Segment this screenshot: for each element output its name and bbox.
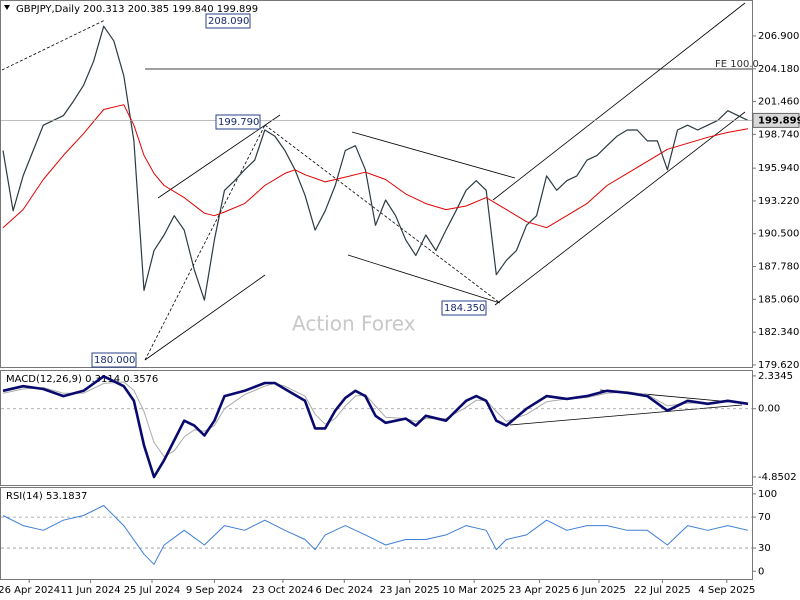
trendline — [351, 131, 516, 179]
series-line — [2, 505, 749, 565]
watermark: Action Forex — [292, 312, 416, 336]
annotation-box — [205, 13, 251, 29]
macd-title: MACD(12,26,9) 0.3114 0.3576 — [6, 374, 158, 385]
annotation: 184.350 — [444, 303, 485, 314]
rsi-title: RSI(14) 53.1837 — [6, 491, 87, 502]
macd-panel — [0, 370, 753, 486]
y-tick-label: 100 — [758, 489, 777, 500]
x-tick-label: 11 Jun 2024 — [61, 585, 121, 596]
series-line — [2, 375, 749, 479]
x-tick-label: 10 Mar 2025 — [442, 585, 505, 596]
annotation-box — [91, 352, 137, 368]
y-tick-label: 30 — [758, 543, 771, 554]
x-tick-label: 23 Apr 2025 — [509, 585, 571, 596]
annotation: 180.000 — [94, 355, 135, 366]
annotation-box — [215, 114, 261, 130]
y-tick-label: 0 — [758, 566, 764, 577]
x-tick-label: 23 Jan 2025 — [380, 585, 440, 596]
trendline — [347, 254, 501, 304]
x-tick-label: 25 Jul 2024 — [124, 585, 181, 596]
x-tick-label: 23 Oct 2024 — [252, 585, 314, 596]
x-tick-label: 4 Sep 2025 — [698, 585, 755, 596]
y-tick-label: 70 — [758, 512, 771, 523]
y-tick-label: 195.940 — [758, 163, 799, 174]
chart-title: GBPJPY,Daily 200.313 200.385 199.840 199… — [16, 4, 258, 15]
y-tick-label: 182.340 — [758, 327, 799, 338]
y-tick-label: 201.460 — [758, 97, 799, 108]
y-tick-label: 0.00 — [758, 404, 780, 415]
x-tick-label: 22 Jul 2025 — [634, 585, 691, 596]
trendline — [494, 111, 746, 306]
x-tick-label: 6 Dec 2024 — [316, 585, 374, 596]
annotation: 208.090 — [208, 16, 249, 27]
trendline — [264, 124, 501, 304]
last-price-box — [752, 112, 800, 128]
annotation: FE 100.0 — [715, 59, 759, 70]
y-tick-label: 204.180 — [758, 64, 799, 75]
y-tick-label: 187.780 — [758, 262, 799, 273]
price-panel — [0, 0, 753, 368]
rsi-panel — [0, 487, 753, 580]
x-tick-label: 26 Apr 2024 — [0, 585, 60, 596]
y-tick-label: 185.060 — [758, 294, 799, 305]
y-tick-label: 198.740 — [758, 129, 799, 140]
last-price-label: 199.899 — [758, 115, 800, 126]
y-tick-label: 193.220 — [758, 196, 799, 207]
y-tick-label: 190.500 — [758, 229, 799, 240]
menu-arrow — [4, 5, 10, 10]
trendline — [492, 2, 746, 201]
y-tick-label: 179.620 — [758, 360, 799, 371]
y-tick-label: 2.3345 — [758, 371, 793, 382]
x-tick-label: 9 Sep 2024 — [186, 585, 243, 596]
trendline — [1, 19, 106, 71]
series-line — [2, 104, 749, 229]
series-line — [2, 25, 749, 301]
trendline — [144, 274, 266, 361]
y-tick-label: -4.8502 — [758, 472, 797, 483]
annotation-box — [441, 300, 487, 316]
y-tick-label: 206.900 — [758, 31, 799, 42]
annotation: 199.790 — [218, 117, 259, 128]
x-tick-label: 6 Jun 2025 — [572, 585, 626, 596]
trendline — [144, 124, 266, 361]
